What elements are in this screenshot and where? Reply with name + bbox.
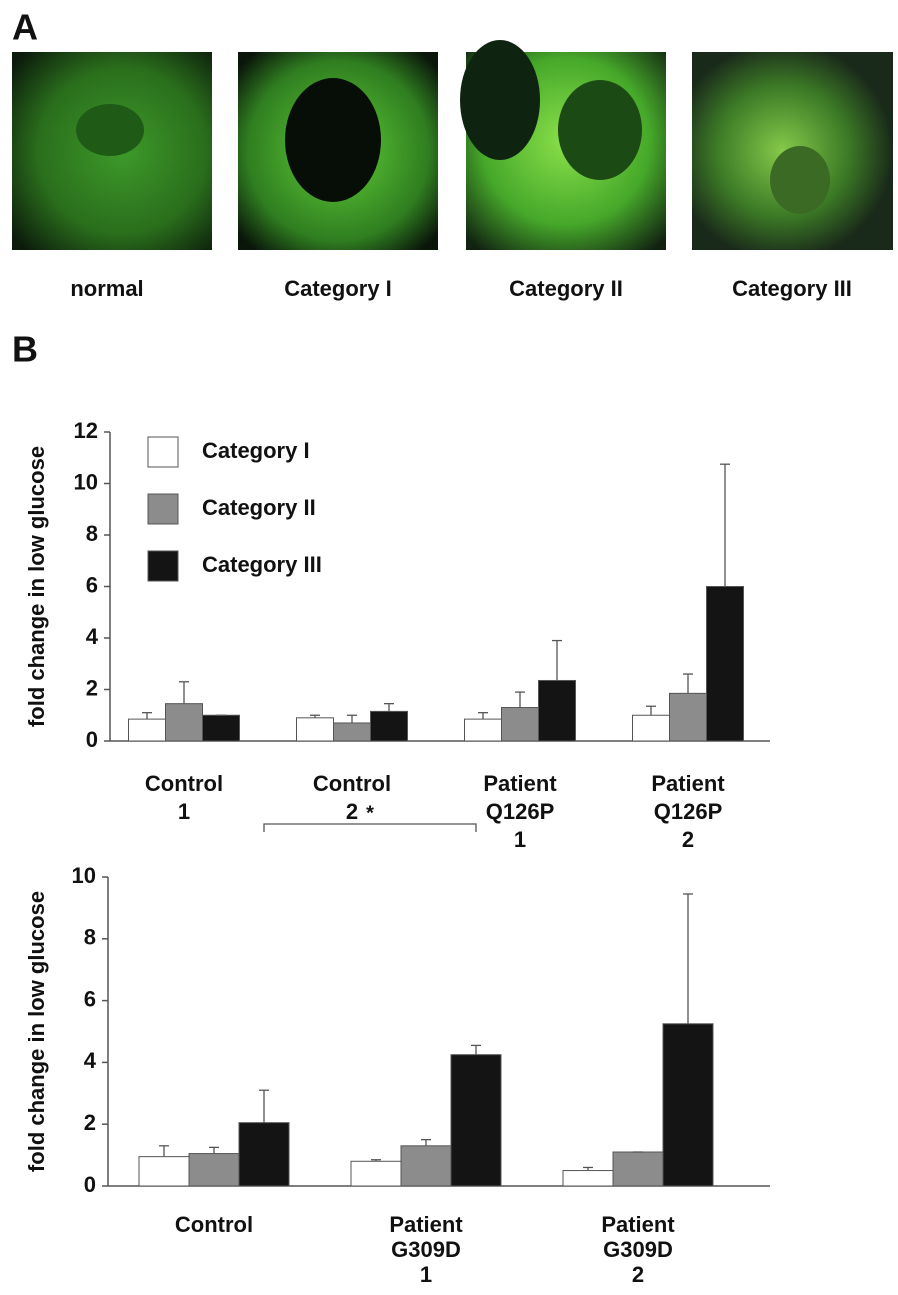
x-tick-label: 1 — [420, 1262, 432, 1287]
legend-swatch — [148, 437, 178, 467]
y-tick-label: 10 — [74, 469, 98, 494]
error-bar — [683, 894, 693, 1024]
error-bar — [179, 682, 189, 704]
bar — [371, 711, 408, 741]
legend-swatch — [148, 551, 178, 581]
y-tick-label: 2 — [86, 675, 98, 700]
y-tick-label: 12 — [74, 418, 98, 443]
y-tick-label: 2 — [84, 1110, 96, 1135]
panel-label: A — [12, 7, 38, 48]
error-bar — [347, 715, 357, 723]
panel-label: B — [12, 329, 38, 370]
bar — [465, 719, 502, 741]
error-bar — [720, 464, 730, 586]
legend-label: Category III — [202, 552, 322, 577]
error-bar — [478, 713, 488, 719]
micrograph — [460, 40, 666, 250]
bar — [139, 1157, 189, 1186]
x-tick-label: 1 — [178, 799, 190, 824]
x-tick-label: 2 — [346, 799, 358, 824]
bar — [563, 1171, 613, 1186]
y-tick-label: 8 — [84, 925, 96, 950]
y-tick-label: 10 — [72, 863, 96, 888]
error-bar — [552, 641, 562, 681]
significance-bracket — [264, 824, 476, 832]
caption: Category III — [732, 276, 852, 301]
bar — [539, 680, 576, 741]
bar — [239, 1123, 289, 1186]
error-bar — [421, 1140, 431, 1146]
bar — [670, 693, 707, 741]
y-tick-label: 6 — [84, 986, 96, 1011]
y-tick-label: 6 — [86, 572, 98, 597]
x-tick-label: Control — [313, 771, 391, 796]
bar — [129, 719, 166, 741]
error-bar — [259, 1090, 269, 1122]
x-tick-label: Q126P — [654, 799, 723, 824]
figure: A normal Category I Category II Category… — [0, 0, 898, 1295]
bar — [502, 708, 539, 741]
error-bar — [471, 1045, 481, 1054]
bar — [351, 1161, 401, 1186]
y-tick-label: 0 — [84, 1172, 96, 1197]
x-tick-label: G309D — [391, 1237, 461, 1262]
y-tick-label: 0 — [86, 727, 98, 752]
x-tick-label: Patient — [389, 1212, 463, 1237]
x-tick-label: Control — [145, 771, 223, 796]
y-axis-label: fold change in low glucose — [24, 891, 49, 1172]
error-bar — [209, 1147, 219, 1153]
error-bar — [142, 713, 152, 719]
bar — [633, 715, 670, 741]
bar — [613, 1152, 663, 1186]
y-tick-label: 8 — [86, 521, 98, 546]
bar — [451, 1055, 501, 1186]
x-tick-label: Q126P — [486, 799, 555, 824]
bar — [707, 587, 744, 742]
error-bar — [646, 706, 656, 715]
error-bar — [159, 1146, 169, 1157]
error-bar — [515, 692, 525, 707]
legend-label: Category II — [202, 495, 316, 520]
error-bar — [384, 704, 394, 712]
bar — [663, 1024, 713, 1186]
x-tick-label: 2 — [682, 827, 694, 852]
bar — [334, 723, 371, 741]
legend-swatch — [148, 494, 178, 524]
x-tick-label: Patient — [601, 1212, 675, 1237]
x-tick-label: Patient — [651, 771, 725, 796]
x-tick-label: G309D — [603, 1237, 673, 1262]
error-bar — [683, 674, 693, 693]
bar — [166, 704, 203, 741]
caption: normal — [70, 276, 143, 301]
significance-marker: * — [366, 802, 374, 824]
bar — [189, 1154, 239, 1186]
bar — [203, 715, 240, 741]
micrograph — [12, 52, 212, 250]
bar — [297, 718, 334, 741]
x-tick-label: 1 — [514, 827, 526, 852]
caption: Category II — [509, 276, 623, 301]
caption: Category I — [284, 276, 392, 301]
micrograph — [238, 52, 438, 250]
x-tick-label: Patient — [483, 771, 557, 796]
y-tick-label: 4 — [84, 1048, 97, 1073]
x-tick-label: 2 — [632, 1262, 644, 1287]
y-tick-label: 4 — [86, 624, 99, 649]
bar — [401, 1146, 451, 1186]
legend-label: Category I — [202, 438, 310, 463]
y-axis-label: fold change in low glucose — [24, 446, 49, 727]
micrograph — [692, 52, 893, 250]
x-tick-label: Control — [175, 1212, 253, 1237]
